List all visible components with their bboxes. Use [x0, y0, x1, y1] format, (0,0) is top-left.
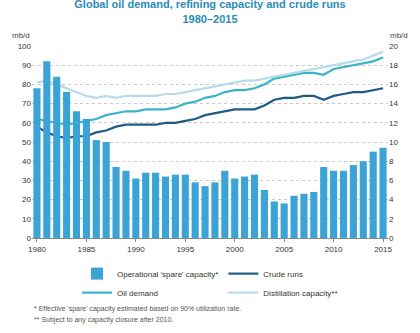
- svg-text:30: 30: [22, 176, 31, 185]
- svg-text:100: 100: [18, 42, 32, 51]
- svg-text:Oil demand: Oil demand: [117, 289, 158, 298]
- svg-text:** Subject to any capacity clo: ** Subject to any capacity closure after…: [34, 316, 173, 324]
- svg-text:20: 20: [389, 42, 398, 51]
- svg-text:mb/d: mb/d: [390, 31, 408, 40]
- svg-text:70: 70: [22, 99, 31, 108]
- svg-text:0: 0: [27, 234, 32, 243]
- svg-text:2: 2: [389, 215, 394, 224]
- svg-text:Distillation capacity**: Distillation capacity**: [263, 289, 337, 298]
- svg-text:Global oil demand, refining ca: Global oil demand, refining capacity and…: [74, 0, 345, 25]
- svg-text:1990: 1990: [127, 245, 145, 254]
- svg-text:6: 6: [389, 176, 394, 185]
- svg-text:90: 90: [22, 61, 31, 70]
- svg-text:10: 10: [389, 138, 398, 147]
- svg-text:Crude runs: Crude runs: [263, 270, 303, 279]
- svg-text:10: 10: [22, 215, 31, 224]
- svg-text:2000: 2000: [226, 245, 244, 254]
- svg-text:2005: 2005: [275, 245, 293, 254]
- svg-text:20: 20: [22, 195, 31, 204]
- svg-text:50: 50: [22, 138, 31, 147]
- svg-text:4: 4: [389, 195, 394, 204]
- svg-text:1995: 1995: [176, 245, 194, 254]
- svg-text:12: 12: [389, 119, 398, 128]
- svg-text:1980: 1980: [28, 245, 46, 254]
- svg-text:60: 60: [22, 119, 31, 128]
- svg-text:2015: 2015: [374, 245, 392, 254]
- svg-text:14: 14: [389, 99, 398, 108]
- svg-text:0: 0: [389, 234, 394, 243]
- svg-text:80: 80: [22, 80, 31, 89]
- svg-text:mb/d: mb/d: [12, 31, 30, 40]
- svg-text:* Effective 'spare' capacity e: * Effective 'spare' capacity estimated b…: [34, 305, 241, 313]
- svg-text:16: 16: [389, 80, 398, 89]
- svg-text:1985: 1985: [77, 245, 95, 254]
- svg-text:40: 40: [22, 157, 31, 166]
- svg-text:8: 8: [389, 157, 394, 166]
- svg-text:Operational 'spare' capacity*: Operational 'spare' capacity*: [117, 270, 218, 279]
- svg-text:18: 18: [389, 61, 398, 70]
- svg-text:2010: 2010: [325, 245, 343, 254]
